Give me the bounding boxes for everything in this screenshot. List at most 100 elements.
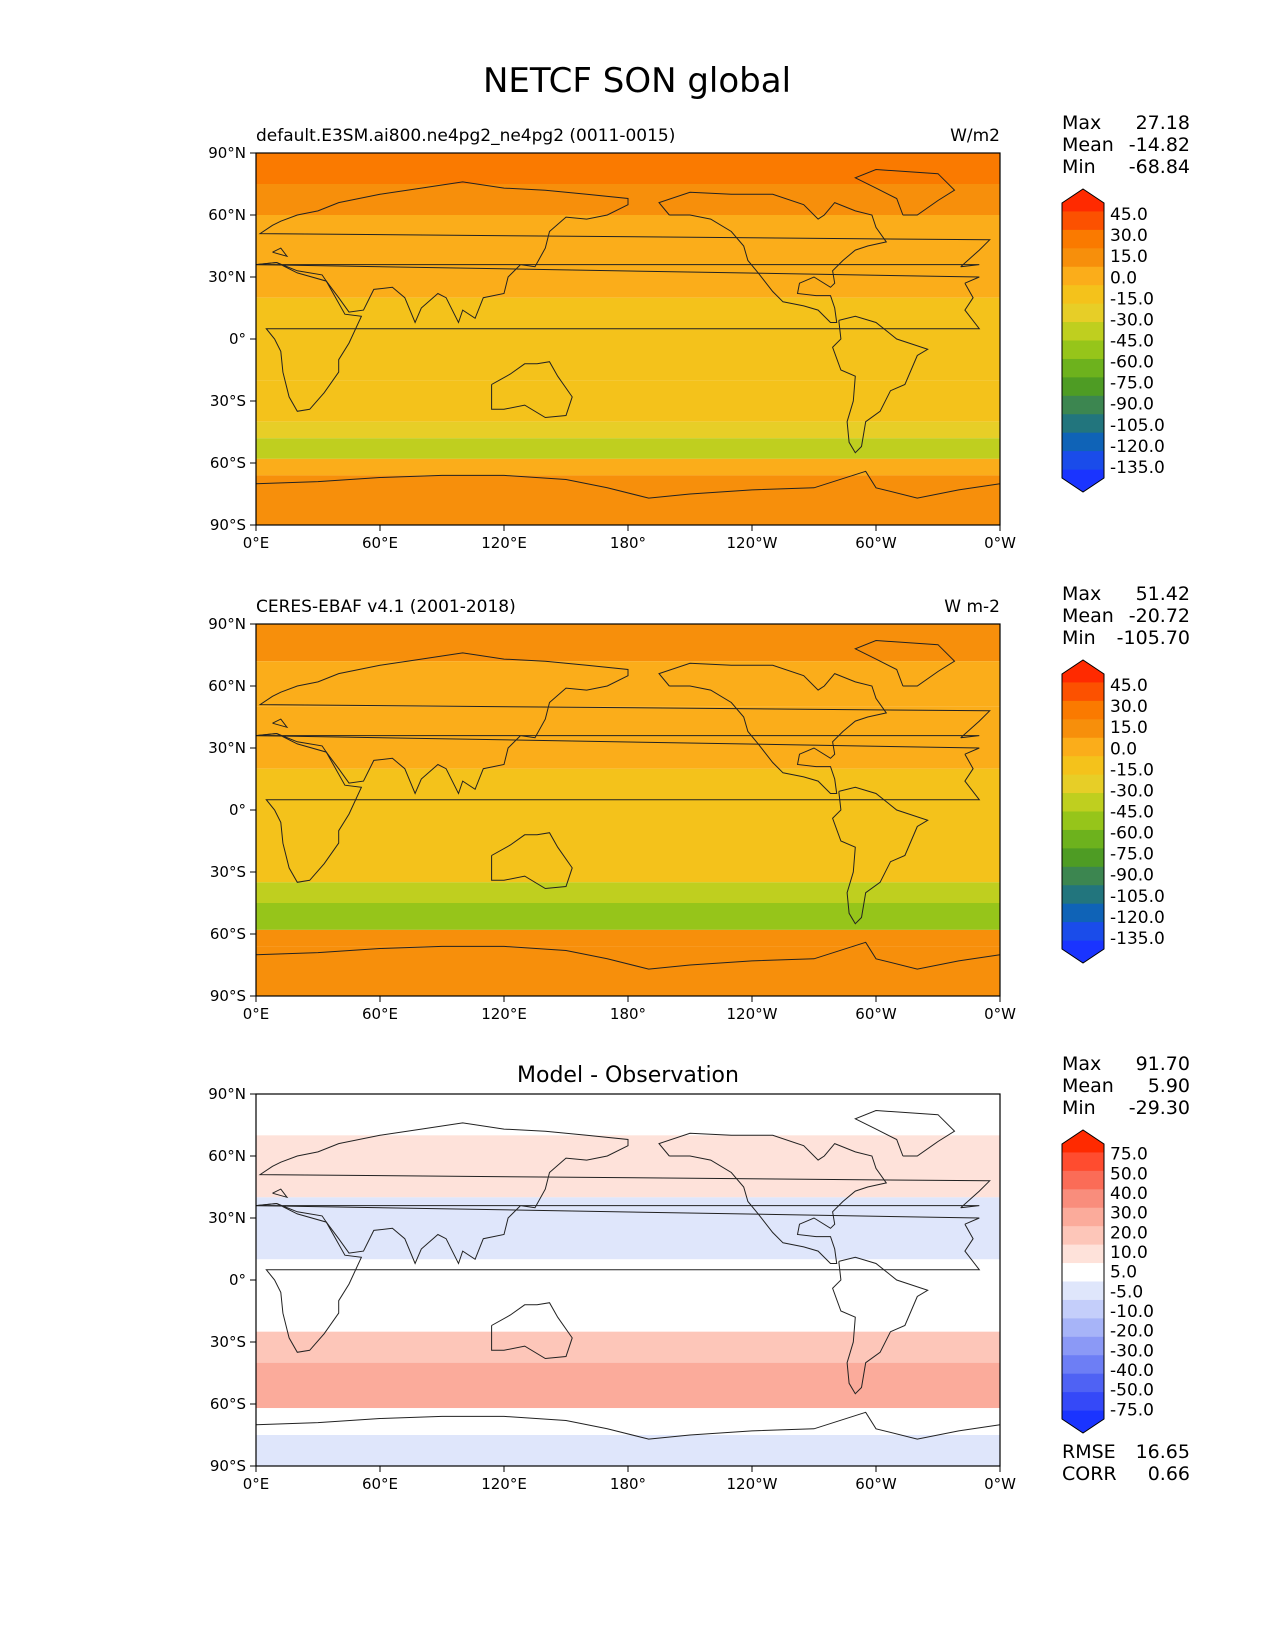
colorbar-level-label: -60.0 xyxy=(1110,824,1154,844)
field-band xyxy=(256,1094,1000,1136)
panel-units: W m-2 xyxy=(944,597,1000,617)
colorbar-swatch xyxy=(1062,266,1104,286)
stat-value: -14.82 xyxy=(1129,134,1190,156)
lon-tick-label: 120°W xyxy=(727,1005,778,1023)
lon-tick-label: 60°W xyxy=(855,1005,897,1023)
colorbar-swatch xyxy=(1062,248,1104,268)
lat-tick-label: 60°S xyxy=(210,925,246,943)
colorbar-level-label: -5.0 xyxy=(1110,1282,1143,1302)
colorbar-level-label: 0.0 xyxy=(1110,739,1137,759)
colorbar-level-label: -45.0 xyxy=(1110,803,1154,823)
colorbar-swatch xyxy=(1062,432,1104,452)
lat-tick-label: 0° xyxy=(229,1271,246,1289)
field-band xyxy=(256,297,1000,381)
colorbar-level-label: -30.0 xyxy=(1110,1341,1154,1361)
coastline xyxy=(658,662,888,794)
colorbar-level-label: -60.0 xyxy=(1110,353,1154,373)
lat-tick-label: 90°S xyxy=(210,987,246,1005)
lat-tick-label: 60°N xyxy=(208,206,246,224)
lon-tick-label: 180° xyxy=(610,1475,646,1493)
colorbar-level-label: 45.0 xyxy=(1110,676,1148,696)
coastline xyxy=(255,1122,991,1265)
colorbar-level-label: -30.0 xyxy=(1110,781,1154,801)
panel-test: default.E3SM.ai800.ne4pg2_ne4pg2 (0011-0… xyxy=(208,112,1190,552)
coastline xyxy=(832,315,929,454)
colorbar-swatch xyxy=(1062,1189,1104,1209)
coastline xyxy=(255,941,1001,970)
map-field xyxy=(256,153,1000,525)
field-band xyxy=(256,438,1000,459)
colorbar-level-label: 30.0 xyxy=(1110,226,1148,246)
colorbar-level-label: 5.0 xyxy=(1110,1263,1137,1283)
panel-center-title: Model - Observation xyxy=(517,1063,739,1088)
colorbar-level-label: 20.0 xyxy=(1110,1223,1148,1243)
colorbar-level-label: -105.0 xyxy=(1110,887,1165,907)
lon-tick-label: 0°E xyxy=(243,1475,270,1493)
lat-tick-label: 90°N xyxy=(208,615,246,633)
coastline xyxy=(255,732,981,883)
colorbar-swatch xyxy=(1062,1392,1104,1412)
colorbar-swatch xyxy=(1062,377,1104,397)
coastline xyxy=(832,1256,929,1395)
colorbar-swatch xyxy=(1062,1263,1104,1282)
colorbar-swatch xyxy=(1062,811,1104,831)
colorbar-level-label: 50.0 xyxy=(1110,1164,1148,1184)
lon-tick-label: 60°E xyxy=(362,1475,398,1493)
colorbar-swatch xyxy=(1062,903,1104,923)
coastline xyxy=(491,1302,573,1360)
coastline xyxy=(854,639,956,687)
colorbar-level-label: -15.0 xyxy=(1110,289,1154,309)
stat-label: Max xyxy=(1062,583,1101,605)
figure-title: NETCF SON global xyxy=(483,61,791,101)
stat-value: -20.72 xyxy=(1129,605,1190,627)
colorbar-swatch xyxy=(1062,322,1104,341)
colorbar-level-label: 15.0 xyxy=(1110,247,1148,267)
lon-tick-label: 120°E xyxy=(481,1005,527,1023)
field-band xyxy=(256,215,1000,298)
lon-tick-label: 120°W xyxy=(727,1475,778,1493)
field-band xyxy=(256,1259,1000,1332)
colorbar-level-label: -135.0 xyxy=(1110,929,1165,949)
field-band xyxy=(256,929,1000,947)
lat-tick-label: 0° xyxy=(229,801,246,819)
panels: default.E3SM.ai800.ne4pg2_ne4pg2 (0011-0… xyxy=(208,112,1190,1493)
colorbar-swatch xyxy=(1062,1318,1104,1338)
coastline xyxy=(658,191,888,323)
field-band xyxy=(256,421,1000,439)
stat-label: Min xyxy=(1062,627,1096,649)
colorbar-level-label: -135.0 xyxy=(1110,458,1165,478)
lat-tick-label: 60°S xyxy=(210,1395,246,1413)
coastline xyxy=(272,247,289,258)
stat-label: Mean xyxy=(1062,605,1114,627)
stat-label: Min xyxy=(1062,1097,1096,1119)
colorbar-swatch xyxy=(1062,1336,1104,1356)
field-band xyxy=(256,1331,1000,1363)
coastline xyxy=(255,1411,1001,1440)
lat-tick-label: 90°N xyxy=(208,1085,246,1103)
colorbar-swatch xyxy=(1062,682,1104,702)
colorbar-level-label: 15.0 xyxy=(1110,718,1148,738)
colorbar-swatch xyxy=(1062,774,1104,794)
coastline xyxy=(255,261,981,412)
lat-tick-label: 30°S xyxy=(210,392,246,410)
field-band xyxy=(256,903,1000,930)
colorbar-swatch xyxy=(1062,1207,1104,1227)
colorbar-extend-top xyxy=(1062,1130,1104,1153)
rmse-value: 16.65 xyxy=(1136,1441,1190,1463)
panel-difference: Model - Observation 90°N 60°N 30°N 0° 30°S 60°… xyxy=(208,1053,1190,1493)
colorbar-level-label: -10.0 xyxy=(1110,1302,1154,1322)
field-band xyxy=(256,458,1000,476)
field-band xyxy=(256,882,1000,903)
colorbar-swatch xyxy=(1062,451,1104,471)
panel-reference: CERES-EBAF v4.1 (2001-2018) W m-2 90°N 60°N… xyxy=(208,583,1190,1023)
colorbar-swatch xyxy=(1062,303,1104,323)
lat-tick-label: 60°S xyxy=(210,454,246,472)
colorbar-level-label: -50.0 xyxy=(1110,1381,1154,1401)
lon-tick-label: 0°E xyxy=(243,534,270,552)
lat-tick-label: 30°S xyxy=(210,1333,246,1351)
colorbar-level-label: -90.0 xyxy=(1110,866,1154,886)
colorbar-swatch xyxy=(1062,285,1104,305)
colorbar-level-label: 0.0 xyxy=(1110,268,1137,288)
colorbar-level-label: -90.0 xyxy=(1110,395,1154,415)
